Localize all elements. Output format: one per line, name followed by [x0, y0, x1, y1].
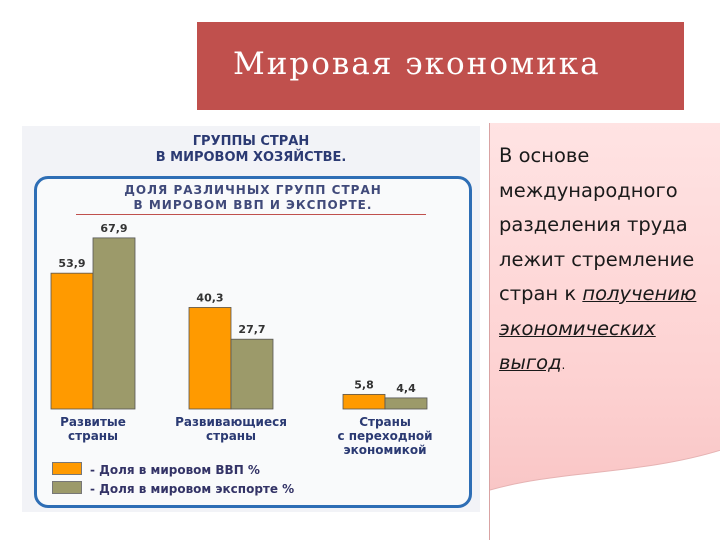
- category-label-0-line-0: Развитые: [60, 415, 126, 429]
- heading-underline: [76, 214, 426, 215]
- callout-link[interactable]: получению экономических выгод: [499, 282, 697, 374]
- category-label-1-line-1: страны: [206, 429, 256, 443]
- category-label-2-line-0: Страны: [359, 415, 411, 429]
- legend-item-export: - Доля в мировом экспорте %: [52, 481, 295, 496]
- data-label-gdp-0: 53,9: [58, 257, 85, 270]
- data-label-export-0: 67,9: [100, 222, 127, 235]
- data-label-gdp-2: 5,8: [354, 378, 374, 391]
- category-label-2-line-2: экономикой: [343, 443, 426, 457]
- callout-text: В основе международного разделения труда…: [499, 144, 695, 305]
- slide-title: Мировая экономика: [233, 46, 601, 82]
- figure-heading-line-1: ГРУППЫ СТРАН: [192, 134, 310, 149]
- bar-gdp-1: [188, 307, 232, 410]
- legend-label-export: - Доля в мировом экспорте %: [90, 482, 295, 496]
- category-label-0-line-1: страны: [68, 429, 118, 443]
- bar-export-1: [230, 338, 274, 410]
- figure-heading-line-2: В МИРОВОМ ХОЗЯЙСТВЕ.: [155, 150, 347, 165]
- callout-paragraph: В основе международного разделения труда…: [499, 139, 720, 383]
- bar-chart: 53,967,9Развитыестраны40,327,7Развивающи…: [50, 222, 433, 457]
- callout-period: .: [561, 358, 566, 372]
- page-fold-shape: [490, 450, 720, 540]
- slide-title-bar: Мировая экономика: [197, 22, 684, 110]
- text-callout: В основе международного разделения труда…: [489, 123, 720, 540]
- bar-export-2: [384, 397, 428, 410]
- category-label-1-line-0: Развивающиеся: [175, 415, 287, 429]
- bar-export-0: [92, 237, 136, 410]
- panel-heading-line-2: В МИРОВОМ ВВП И ЭКСПОРТЕ.: [133, 198, 373, 212]
- data-label-export-2: 4,4: [396, 382, 416, 395]
- legend-item-gdp: - Доля в мировом ВВП %: [52, 462, 260, 477]
- bar-gdp-2: [342, 393, 386, 410]
- legend-swatch-gdp: [52, 462, 82, 475]
- data-label-export-1: 27,7: [238, 323, 265, 336]
- legend-swatch-export: [52, 481, 82, 494]
- panel-heading-line-1: ДОЛЯ РАЗЛИЧНЫХ ГРУПП СТРАН: [124, 183, 382, 197]
- data-label-gdp-1: 40,3: [196, 291, 223, 304]
- bar-gdp-0: [50, 272, 94, 410]
- legend-label-gdp: - Доля в мировом ВВП %: [90, 463, 260, 477]
- category-label-2-line-1: с переходной: [337, 429, 432, 443]
- chart-figure: ГРУППЫ СТРАН В МИРОВОМ ХОЗЯЙСТВЕ. ДОЛЯ Р…: [22, 126, 480, 512]
